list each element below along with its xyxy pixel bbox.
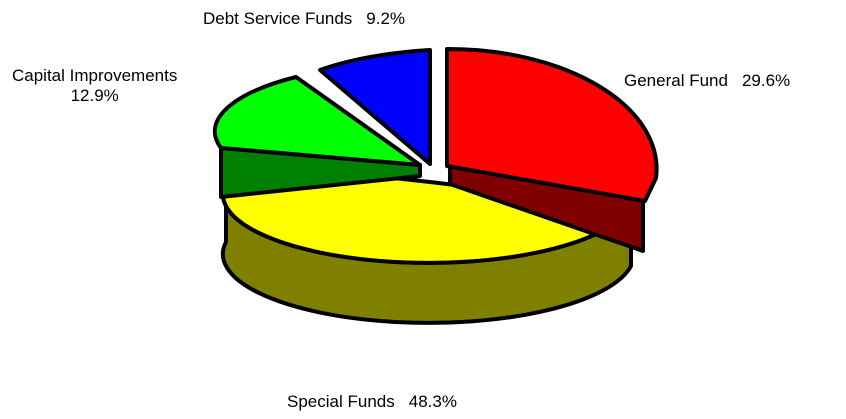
label-capital-improvements: Capital Improvements 12.9% [12,66,178,105]
label-general-fund: General Fund 29.6% [624,71,791,90]
slice-general-fund [445,46,659,203]
slice-capital-improvements [212,75,422,167]
label-special-funds: Special Funds 48.3% [287,392,457,411]
slice-debt-service-funds [318,48,432,166]
label-debt-service-funds: Debt Service Funds 9.2% [203,9,406,28]
